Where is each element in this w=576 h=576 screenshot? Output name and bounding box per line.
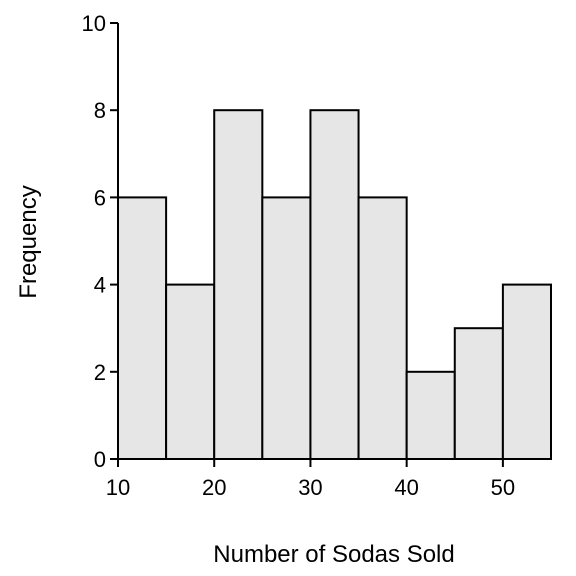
histogram-bar-10-15 — [118, 197, 166, 459]
y-tick-label-4: 4 — [94, 273, 106, 298]
histogram-bar-45-50 — [455, 328, 503, 459]
x-tick-label-10: 10 — [106, 475, 130, 500]
x-tick-label-20: 20 — [202, 475, 226, 500]
histogram-bar-50-55 — [503, 285, 551, 459]
histogram-bar-25-30 — [262, 197, 310, 459]
histogram-bar-15-20 — [166, 285, 214, 459]
y-tick-label-10: 10 — [82, 11, 106, 36]
histogram-bar-35-40 — [359, 197, 407, 459]
x-tick-label-40: 40 — [394, 475, 418, 500]
y-tick-label-8: 8 — [94, 98, 106, 123]
y-tick-label-6: 6 — [94, 185, 106, 210]
histogram-bar-30-35 — [310, 110, 358, 459]
x-tick-label-50: 50 — [491, 475, 515, 500]
bars-group — [118, 110, 551, 459]
x-axis-title: Number of Sodas Sold — [213, 541, 454, 568]
x-tick-label-30: 30 — [298, 475, 322, 500]
y-tick-label-2: 2 — [94, 360, 106, 385]
histogram-bar-40-45 — [407, 372, 455, 459]
y-tick-label-0: 0 — [94, 447, 106, 472]
y-axis-title: Frequency — [15, 185, 42, 298]
histogram-bar-20-25 — [214, 110, 262, 459]
